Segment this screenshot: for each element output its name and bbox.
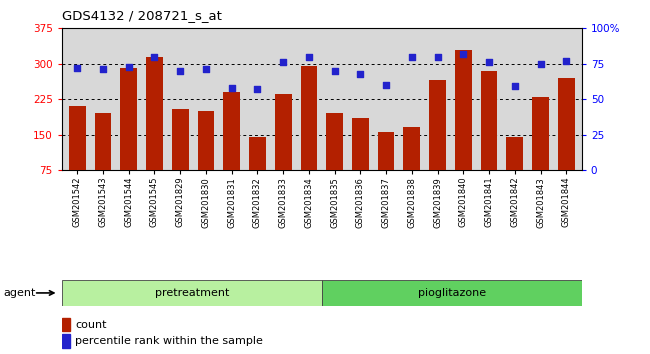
Point [124,64,134,69]
Point [484,59,494,65]
Bar [429,80,446,205]
Point [226,85,237,91]
Text: pioglitazone: pioglitazone [418,288,486,298]
Point [150,54,160,59]
FancyBboxPatch shape [322,280,582,306]
Point [330,68,340,74]
Bar [404,127,420,205]
Point [252,86,263,92]
Point [536,61,546,67]
Bar [481,71,497,205]
Point [72,65,83,71]
Text: GDS4132 / 208721_s_at: GDS4132 / 208721_s_at [62,9,222,22]
Bar [378,132,395,205]
Text: percentile rank within the sample: percentile rank within the sample [75,336,263,346]
Bar [275,95,291,205]
Point [458,51,469,57]
Point [561,58,571,64]
Bar [146,57,162,205]
Bar [326,113,343,205]
Point [278,59,289,65]
Bar [300,66,317,205]
Point [304,54,314,59]
Bar [120,68,137,205]
Bar [352,118,369,205]
Point [381,82,391,88]
Point [432,54,443,59]
Bar [94,113,111,205]
Bar [69,106,86,205]
FancyBboxPatch shape [62,280,322,306]
Text: count: count [75,320,107,330]
Text: agent: agent [3,288,36,298]
Point [355,71,365,76]
Bar [506,137,523,205]
Point [98,67,108,72]
Bar [172,109,188,205]
Point [407,54,417,59]
Point [201,67,211,72]
Point [175,68,185,74]
Bar [558,78,575,205]
Bar [455,50,472,205]
Bar [198,111,214,205]
Bar [532,97,549,205]
Bar [249,137,266,205]
Bar [62,318,70,331]
Bar [62,334,70,348]
Text: pretreatment: pretreatment [155,288,229,298]
Point [510,84,520,89]
Bar [224,92,240,205]
